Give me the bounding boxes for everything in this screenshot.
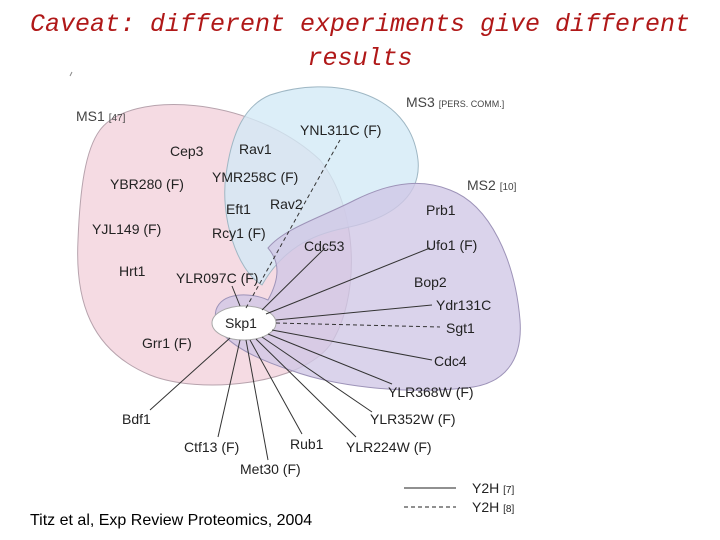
protein-ylr224w: YLR224W (F) [346, 439, 432, 455]
protein-eft1: Eft1 [226, 201, 251, 217]
edge-skp1-ylr224w [255, 338, 357, 438]
protein-ylr368w: YLR368W (F) [388, 384, 474, 400]
protein-rav2: Rav2 [270, 196, 303, 212]
edge-skp1-ylr097c [231, 285, 241, 307]
title-line-1: Caveat: different experiments give diffe… [29, 10, 691, 39]
title-line-2: results [307, 44, 413, 73]
edge-skp1-met30 [245, 339, 269, 461]
legend-y2h-dashed: Y2H [8] [472, 499, 514, 515]
protein-ydr131c: Ydr131C [436, 297, 491, 313]
protein-sgt1: Sgt1 [446, 320, 475, 336]
protein-rav1: Rav1 [239, 141, 272, 157]
edge-skp1-ydr131c [275, 304, 433, 321]
protein-bdf1: Bdf1 [122, 411, 151, 427]
protein-cep3: Cep3 [170, 143, 204, 159]
protein-skp1: Skp1 [225, 315, 257, 331]
protein-rcy1: Rcy1 (F) [212, 225, 266, 241]
edge-skp1-bdf1 [149, 337, 231, 411]
protein-rub1: Rub1 [290, 436, 324, 452]
legend: Y2H [7] Y2H [8] [404, 480, 514, 515]
protein-bop2: Bop2 [414, 274, 447, 290]
stray-mark [69, 71, 73, 77]
set-label-ms3: MS3 [PERS. COMM.] [406, 94, 504, 110]
ms2-region [214, 183, 521, 391]
protein-yjl149: YJL149 (F) [92, 221, 161, 237]
edge-skp1-ufo1 [265, 247, 431, 315]
protein-cdc53: Cdc53 [304, 238, 345, 254]
set-label-ms2: MS2 [10] [467, 177, 517, 193]
set-label-ms1: MS1 [47] [76, 108, 126, 124]
slide-title: Caveat: different experiments give diffe… [0, 8, 720, 76]
edge-skp1-cdc53 [261, 247, 326, 311]
protein-ufo1: Ufo1 (F) [426, 237, 477, 253]
protein-prb1: Prb1 [426, 202, 456, 218]
citation: Titz et al, Exp Review Proteomics, 2004 [30, 512, 313, 529]
edge-skp1-ctf13 [217, 339, 241, 438]
legend-y2h-solid: Y2H [7] [472, 480, 514, 496]
protein-ctf13: Ctf13 (F) [184, 439, 239, 455]
protein-ynl311c: YNL311C (F) [300, 122, 381, 138]
protein-ymr258c: YMR258C (F) [212, 169, 298, 185]
edge-skp1-cdc4 [271, 329, 433, 361]
edge-skp1-ylr368w [267, 333, 393, 385]
protein-met30: Met30 (F) [240, 461, 301, 477]
protein-cdc4: Cdc4 [434, 353, 467, 369]
edge-skp1-ylr352w [261, 336, 373, 413]
protein-ybr280: YBR280 (F) [110, 176, 184, 192]
protein-grr1: Grr1 (F) [142, 335, 192, 351]
protein-ylr097c: YLR097C (F) [176, 270, 258, 286]
edge-skp1-sgt1 [275, 322, 441, 328]
protein-hrt1: Hrt1 [119, 263, 146, 279]
edge-skp1-rub1 [249, 339, 303, 435]
protein-ylr352w: YLR352W (F) [370, 411, 456, 427]
